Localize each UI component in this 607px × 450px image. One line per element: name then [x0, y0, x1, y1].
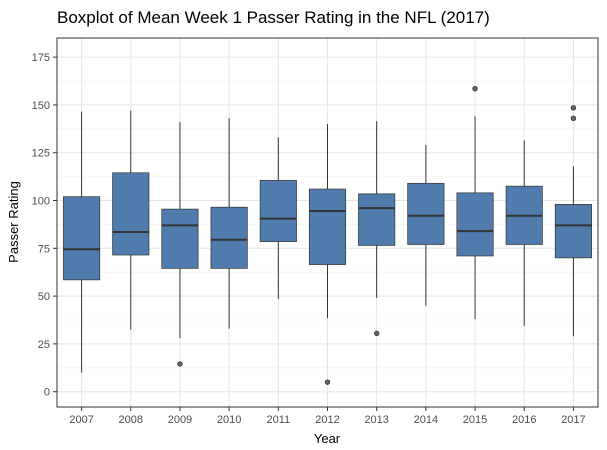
box-2011 [259, 137, 297, 299]
outlier-point [570, 115, 577, 122]
y-tick-label: 25 [38, 339, 50, 351]
y-tick-label: 0 [44, 387, 50, 399]
outlier-point [472, 85, 478, 92]
box-2015 [456, 85, 494, 320]
x-tick-label: 2013 [364, 414, 388, 426]
box-2012 [308, 124, 347, 385]
y-tick-label: 175 [32, 52, 50, 64]
box-2007 [63, 111, 101, 373]
y-tick-label: 50 [38, 291, 50, 303]
x-axis-title: Year [314, 431, 341, 446]
box-iqr [210, 206, 248, 269]
box-iqr [63, 196, 101, 281]
x-tick-label: 2007 [69, 414, 93, 426]
boxes-layer [63, 85, 592, 385]
x-tick-label: 2016 [512, 414, 536, 426]
x-tick-label: 2017 [561, 414, 585, 426]
x-tick-label: 2010 [217, 414, 241, 426]
outlier-point [324, 379, 331, 385]
box-2016 [505, 140, 543, 326]
box-iqr [554, 203, 592, 259]
y-tick-label: 150 [32, 100, 50, 112]
y-axis-title: Passer Rating [6, 181, 21, 263]
y-tick-label: 100 [32, 196, 50, 208]
x-tick-label: 2008 [119, 414, 143, 426]
box-2013 [358, 121, 396, 337]
box-2017 [554, 105, 592, 337]
box-iqr [259, 180, 297, 242]
box-iqr [358, 193, 396, 246]
x-axis: 2007 2008 2009 2010 2011 2012 2013 2014 2015 2016… [69, 407, 586, 426]
outlier-point [177, 361, 183, 367]
box-iqr [161, 208, 199, 269]
outlier-point [570, 105, 577, 111]
chart-title: Boxplot of Mean Week 1 Passer Rating in … [57, 8, 490, 27]
box-iqr [407, 182, 445, 245]
box-iqr [456, 192, 494, 257]
x-tick-label: 2011 [266, 414, 290, 426]
x-tick-label: 2014 [414, 414, 438, 426]
box-2014 [407, 145, 445, 306]
box-2009 [161, 122, 199, 367]
y-tick-label: 125 [32, 148, 50, 160]
y-tick-label: 75 [38, 243, 50, 255]
box-2008 [112, 110, 150, 330]
x-tick-label: 2012 [315, 414, 339, 426]
outlier-point [373, 330, 380, 337]
x-tick-label: 2015 [463, 414, 487, 426]
box-2010 [210, 118, 248, 329]
box-iqr [308, 188, 347, 265]
box-iqr [112, 172, 150, 256]
y-axis: 0 25 50 75 100 125 150 175 [32, 52, 57, 399]
x-tick-label: 2009 [168, 414, 192, 426]
